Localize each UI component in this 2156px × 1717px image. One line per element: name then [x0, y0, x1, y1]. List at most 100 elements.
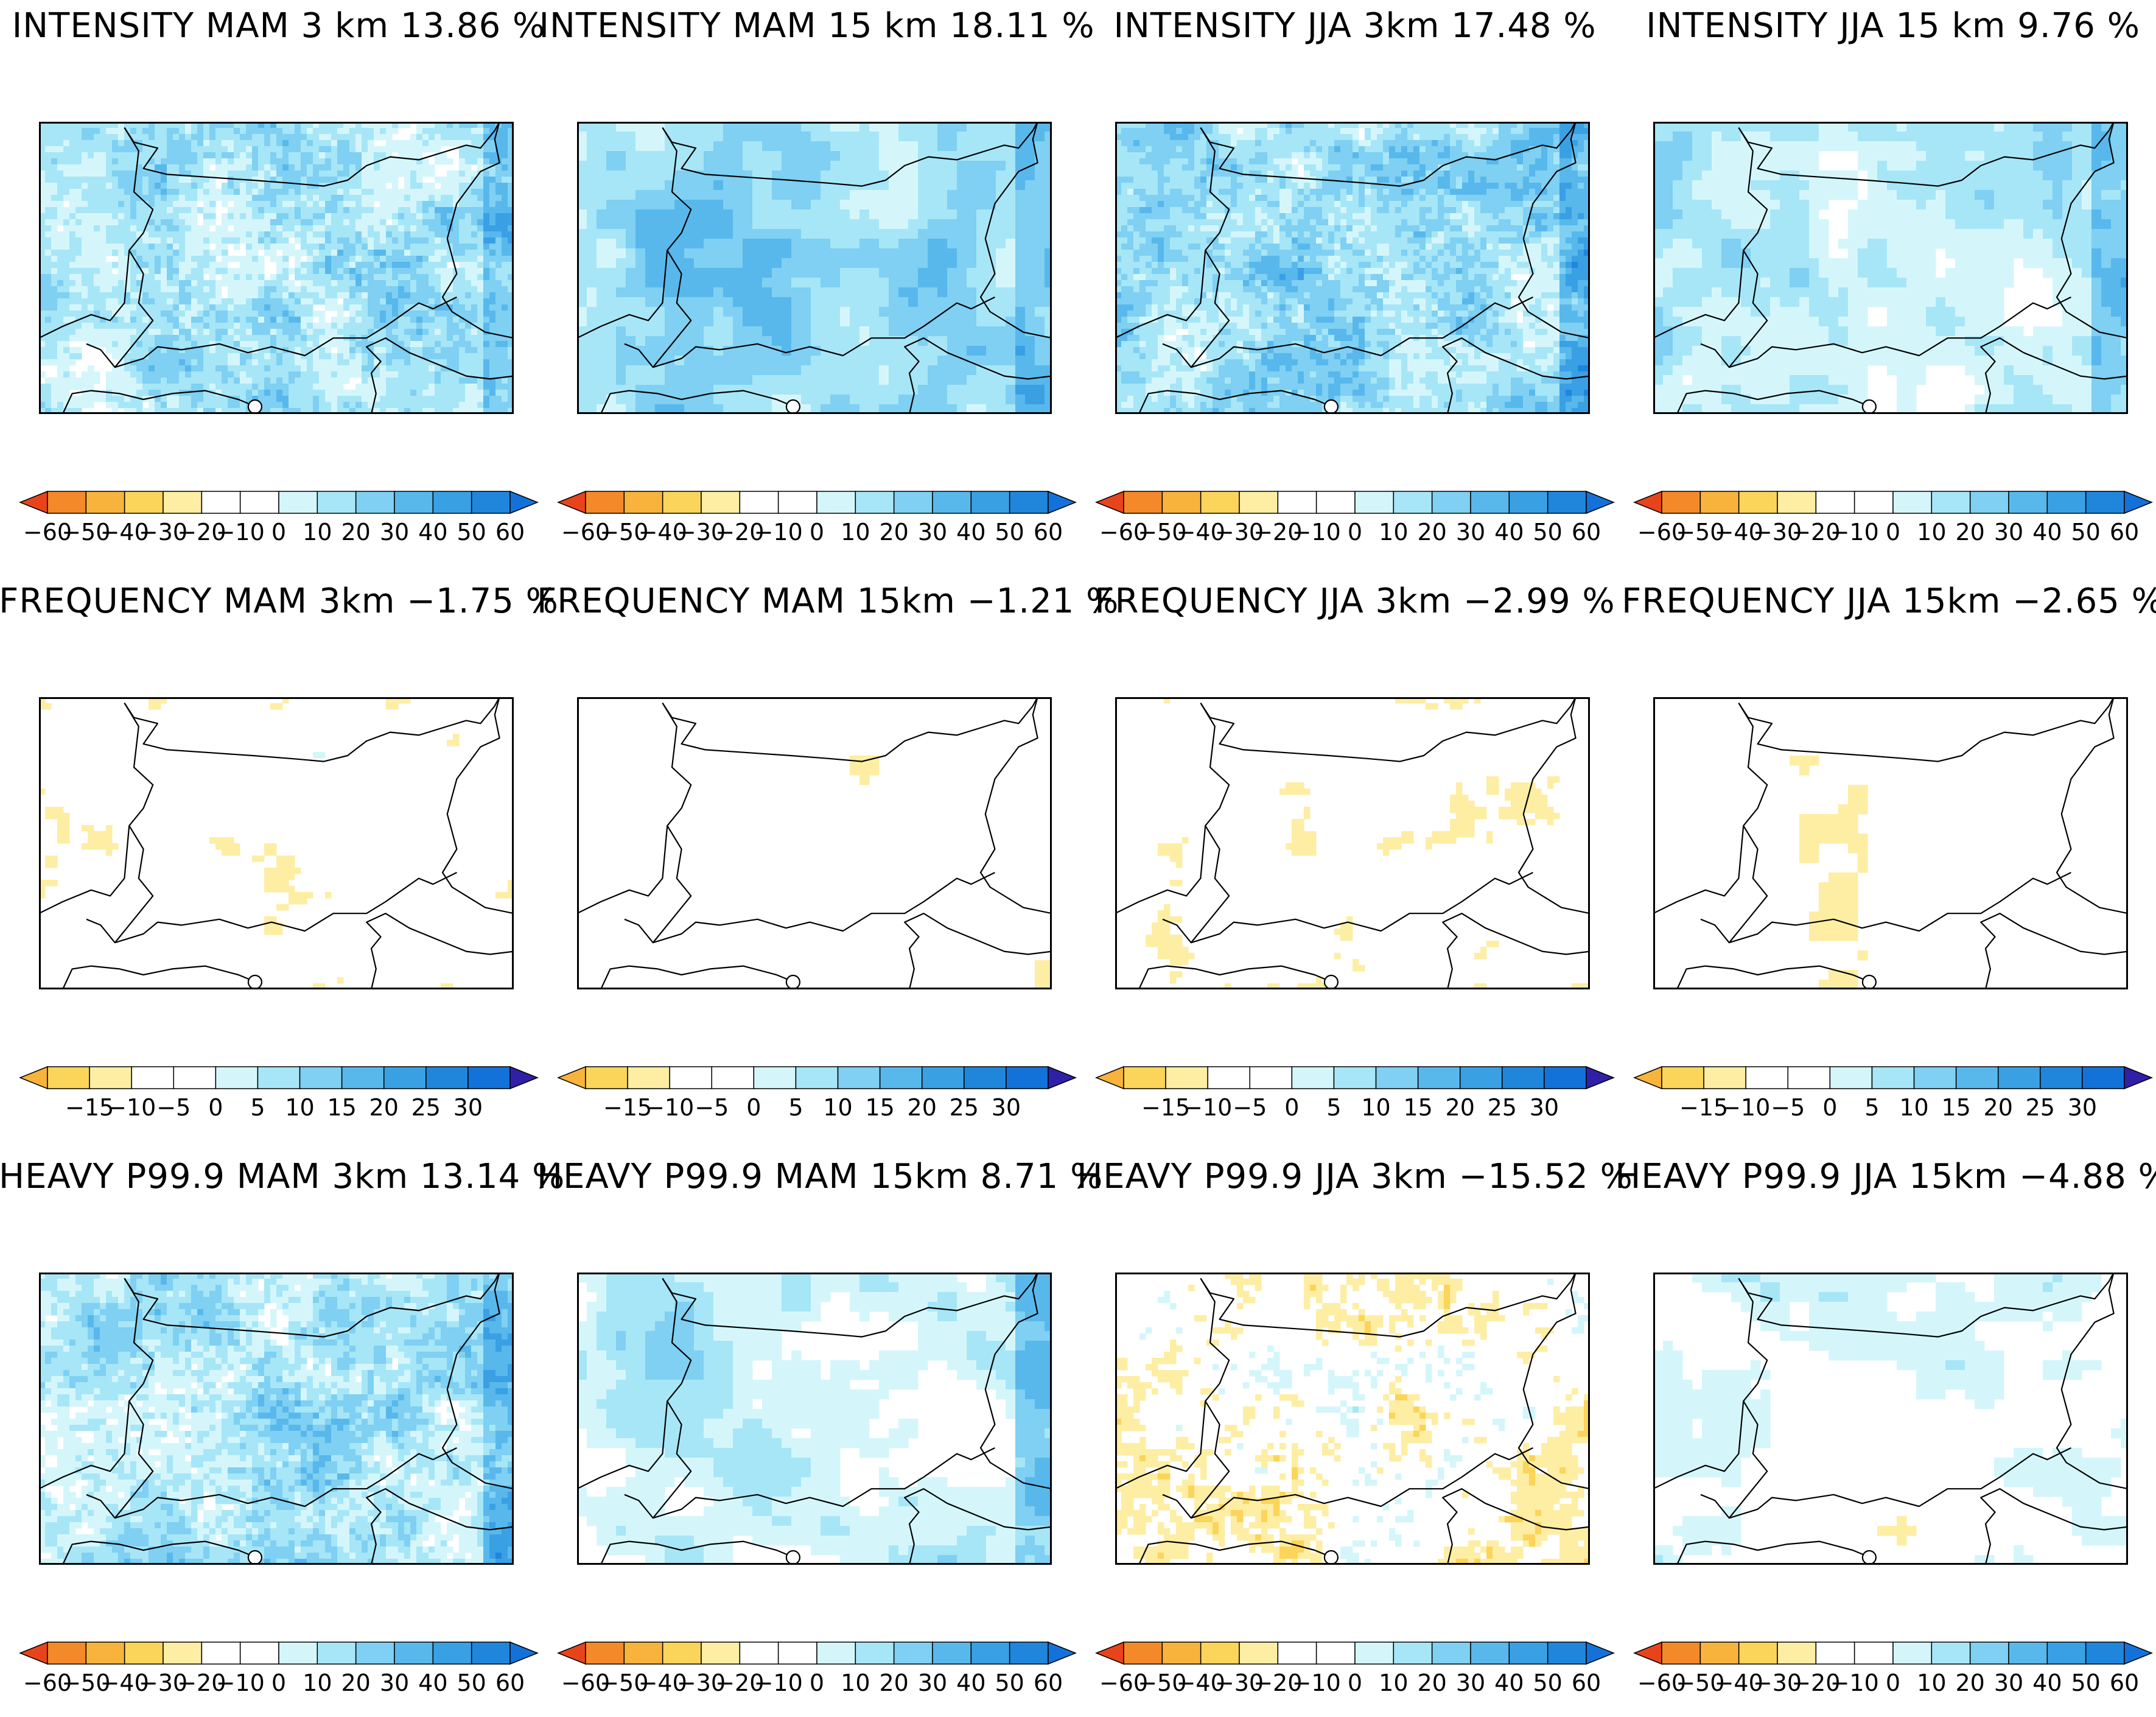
colorbar-tick-label: 40: [956, 1670, 985, 1696]
colorbar-tick-label: 60: [1034, 519, 1063, 546]
panel-title: INTENSITY MAM 15 km 18.11 %: [537, 6, 1097, 46]
colorbar-box: [1855, 491, 1893, 513]
colorbar-tick-label: 15: [1941, 1094, 1970, 1121]
lake-marker: [1863, 400, 1876, 413]
colorbar-box: [1970, 491, 2009, 513]
map-p6: [577, 697, 1052, 989]
anomaly-field: [1790, 756, 1868, 989]
colorbar-tick-label: 25: [2026, 1094, 2055, 1121]
colorbar-box: [1124, 1642, 1162, 1664]
colorbar-tick-label: −10: [1292, 1670, 1341, 1696]
colorbar-box: [86, 491, 124, 513]
colorbar-tick-label: −5: [695, 1094, 729, 1121]
colorbar-box: [1931, 491, 1970, 513]
colorbar-tick-label: 15: [1403, 1094, 1432, 1121]
map-p2: [577, 122, 1052, 414]
colorbar-box: [1662, 1067, 1704, 1089]
colorbar-box: [1700, 1642, 1738, 1664]
colorbar-under-triangle: [1634, 1642, 1662, 1664]
colorbar-tick-label: 20: [1984, 1094, 2013, 1121]
colorbar-tick-label: 60: [1034, 1670, 1063, 1696]
colorbar-box: [163, 1642, 201, 1664]
colorbar-tick-label: 30: [1456, 1670, 1485, 1696]
anomaly-field: [850, 756, 1052, 989]
panel-p12: HEAVY P99.9 JJA 15km −4.88 %−60−50−40−30…: [1631, 1157, 2155, 1717]
anomaly-field: [39, 122, 514, 414]
colorbar-box: [433, 1642, 471, 1664]
colorbar-box: [779, 1642, 817, 1664]
colorbar-tick-label: 20: [908, 1094, 937, 1121]
colorbar-tick-label: 60: [1572, 1670, 1601, 1696]
colorbar-tick-label: 10: [1899, 1094, 1928, 1121]
colorbar-tick-label: 0: [1886, 1670, 1900, 1696]
colorbar-box: [1208, 1067, 1250, 1089]
colorbar-box: [586, 1642, 624, 1664]
panel-title: FREQUENCY JJA 3km −2.99 %: [1075, 581, 1635, 621]
map-p8: [1653, 697, 2128, 989]
colorbar-over-triangle: [1048, 1642, 1076, 1664]
colorbar-tick-label: −10: [1721, 1094, 1770, 1121]
colorbar-box: [433, 491, 471, 513]
anomaly-field: [1653, 1273, 2128, 1565]
panel-title: INTENSITY JJA 15 km 9.76 %: [1613, 6, 2156, 46]
colorbar-box: [1739, 1642, 1777, 1664]
colorbar-tick-label: 25: [411, 1094, 441, 1121]
colorbar-box: [1471, 1642, 1509, 1664]
lake-marker: [1325, 1551, 1338, 1564]
colorbar-box: [1124, 491, 1162, 513]
colorbar-tick-label: 30: [2068, 1094, 2097, 1121]
panel-p4: INTENSITY JJA 15 km 9.76 %−60−50−40−30−2…: [1631, 6, 2155, 566]
colorbar-box: [125, 1642, 163, 1664]
colorbar-tick-label: 0: [1284, 1094, 1299, 1121]
map-p4: [1653, 122, 2128, 414]
anomaly-field: [1146, 697, 1590, 989]
colorbar-tick-label: 30: [918, 1670, 947, 1696]
lake-marker: [248, 975, 262, 989]
colorbar-box: [472, 1642, 510, 1664]
colorbar-box: [1162, 1642, 1200, 1664]
colorbar-box: [1250, 1067, 1292, 1089]
colorbar-tick-label: 30: [1456, 519, 1485, 546]
colorbar-under-triangle: [20, 1642, 47, 1664]
colorbar-box: [880, 1067, 922, 1089]
colorbar-box: [1162, 491, 1200, 513]
colorbar-tick-label: 50: [1533, 519, 1562, 546]
colorbar-box: [173, 1067, 215, 1089]
colorbar-box: [2082, 1067, 2124, 1089]
panel-p10: HEAVY P99.9 MAM 15km 8.71 %−60−50−40−30−…: [555, 1157, 1079, 1717]
colorbar-tick-label: 50: [2071, 1670, 2100, 1696]
colorbar-tick-label: 10: [841, 1670, 870, 1696]
colorbar-tick-label: 50: [457, 519, 486, 546]
colorbar-box: [1460, 1067, 1502, 1089]
colorbar-box: [1010, 1642, 1048, 1664]
colorbar-box: [300, 1067, 342, 1089]
colorbar-box: [2086, 1642, 2124, 1664]
colorbar-tick-label: 15: [865, 1094, 894, 1121]
colorbar-tick-label: 20: [879, 519, 908, 546]
colorbar-box: [1956, 1067, 1998, 1089]
colorbar-tick-label: 60: [2110, 1670, 2139, 1696]
map-frame: [1654, 698, 2127, 989]
panel-p3: INTENSITY JJA 3km 17.48 %−60−50−40−30−20…: [1093, 6, 1617, 566]
colorbar-box: [754, 1067, 796, 1089]
colorbar-tick-label: 5: [250, 1094, 265, 1121]
colorbar-box: [1855, 1642, 1893, 1664]
colorbar-box: [855, 1642, 894, 1664]
lake-marker: [248, 400, 262, 413]
anomaly-field: [577, 1273, 1052, 1565]
map-p12: [1653, 1273, 2128, 1565]
colorbar-tick-label: 0: [271, 519, 286, 546]
colorbar-box: [2009, 1642, 2047, 1664]
colorbar-tick-label: −10: [1183, 1094, 1232, 1121]
colorbar-box: [971, 1642, 1009, 1664]
colorbar-box: [894, 491, 933, 513]
colorbar-under-triangle: [558, 1067, 586, 1089]
colorbar-box: [1662, 1642, 1700, 1664]
colorbar-box: [1292, 1067, 1334, 1089]
colorbar-tick-label: 0: [1886, 519, 1900, 546]
